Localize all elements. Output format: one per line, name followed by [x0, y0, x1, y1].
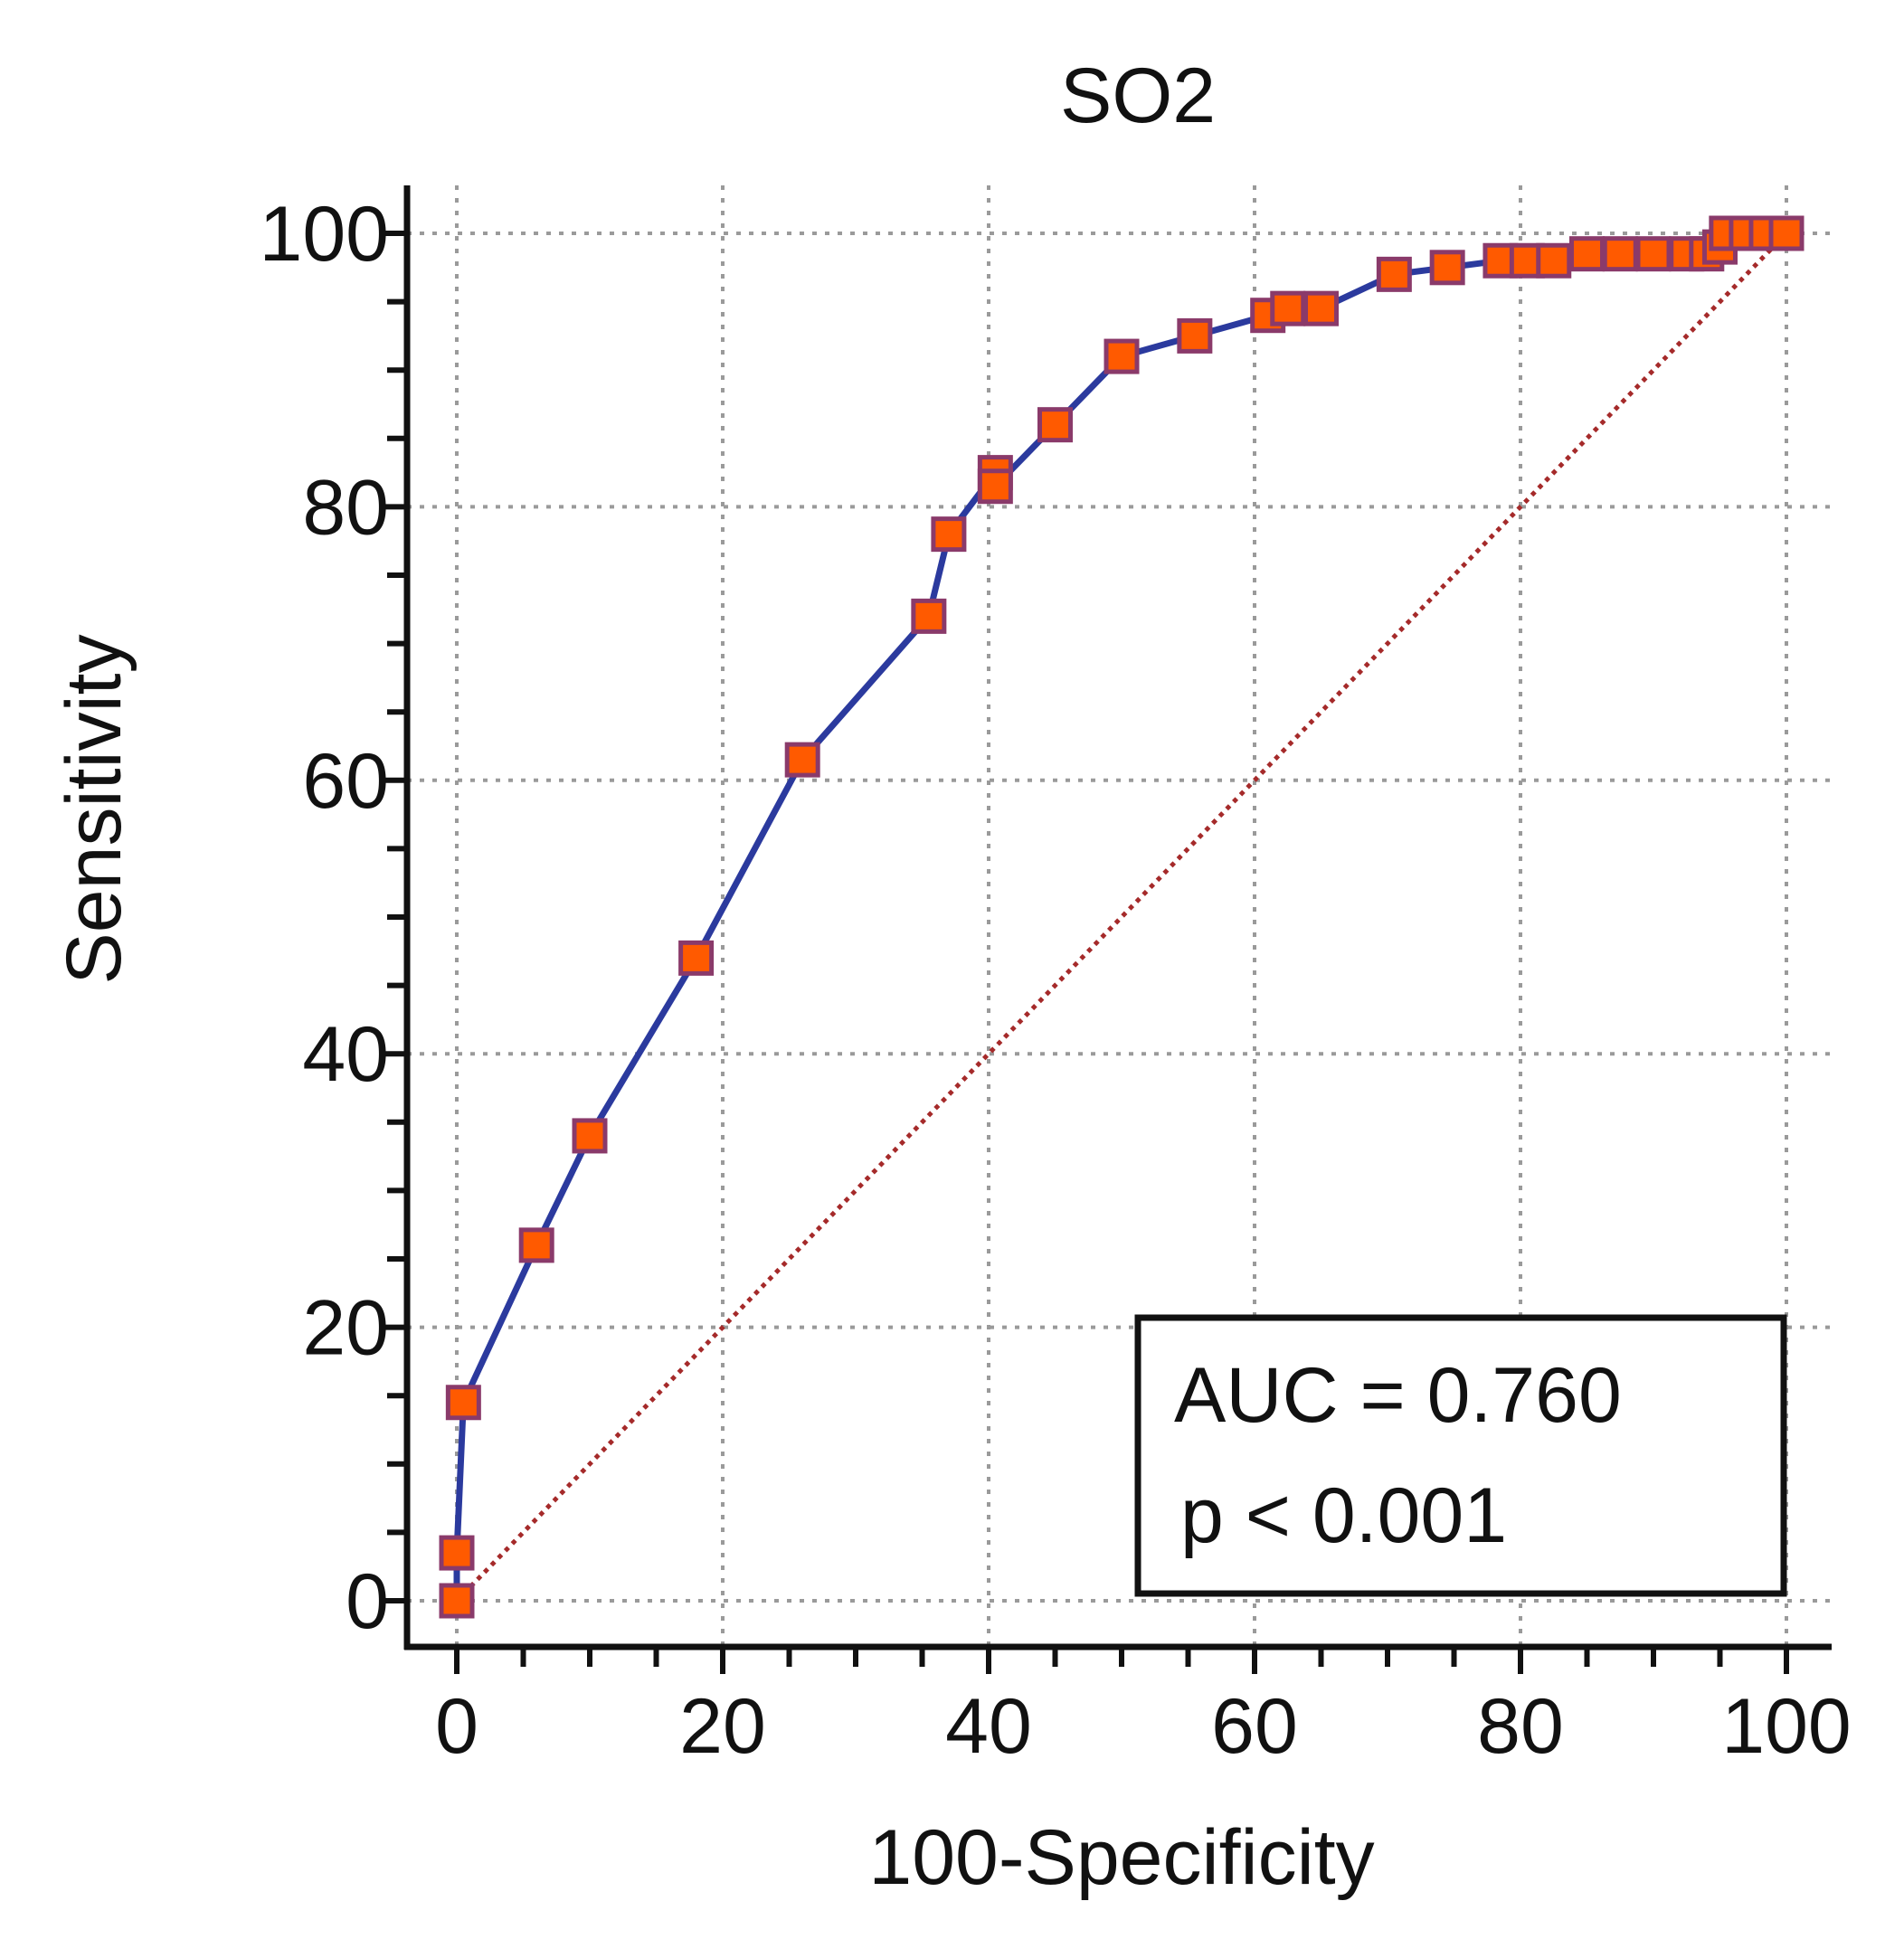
x-tick-label-60: 60	[1211, 1683, 1298, 1770]
y-tick-label-60: 60	[302, 738, 389, 825]
roc-point-12	[1104, 338, 1140, 374]
y-tick-label-80: 80	[302, 464, 389, 551]
tick-labels: 0 20 40 60 80 100 0 20 40 60 80 100	[260, 191, 1852, 1770]
auc-value-text: AUC = 0.760	[1174, 1352, 1622, 1439]
roc-markers	[439, 215, 1805, 1619]
roc-point-17	[1376, 256, 1412, 292]
roc-point-10	[977, 468, 1013, 505]
roc-point-24	[1635, 236, 1672, 272]
roc-point-2	[445, 1385, 481, 1421]
x-tick-label-40: 40	[945, 1683, 1032, 1770]
roc-point-7	[911, 598, 947, 634]
roc-point-13	[1177, 317, 1213, 354]
x-tick-label-80: 80	[1477, 1683, 1564, 1770]
roc-point-8	[931, 516, 967, 553]
roc-point-16	[1303, 290, 1339, 326]
roc-point-11	[1037, 407, 1073, 443]
roc-point-31	[1768, 215, 1805, 251]
roc-point-6	[784, 742, 820, 778]
y-axis-label: Sensitivity	[51, 634, 137, 984]
x-axis-label: 100-Specificity	[868, 1814, 1374, 1901]
x-tick-label-100: 100	[1721, 1683, 1852, 1770]
y-tick-label-40: 40	[302, 1011, 389, 1098]
roc-point-15	[1270, 290, 1306, 326]
y-tick-label-20: 20	[302, 1285, 389, 1372]
auc-annotation-box: AUC = 0.760 p < 0.001	[1134, 1314, 1787, 1597]
chart-title: SO2	[1060, 52, 1216, 139]
y-tick-label-100: 100	[260, 191, 390, 278]
roc-point-5	[678, 940, 715, 976]
annotation-frame	[1134, 1314, 1787, 1597]
roc-point-23	[1602, 236, 1638, 272]
roc-point-21	[1536, 242, 1572, 279]
x-tick-label-20: 20	[679, 1683, 766, 1770]
roc-point-0	[439, 1583, 475, 1619]
p-value-text: p < 0.001	[1180, 1472, 1507, 1559]
roc-point-3	[518, 1227, 554, 1263]
y-tick-label-0: 0	[346, 1558, 389, 1645]
axis-ticks	[380, 231, 1789, 1674]
roc-point-1	[439, 1535, 475, 1571]
x-tick-label-0: 0	[435, 1683, 478, 1770]
roc-point-4	[572, 1118, 608, 1154]
roc-point-22	[1569, 236, 1605, 272]
roc-point-18	[1429, 250, 1465, 286]
